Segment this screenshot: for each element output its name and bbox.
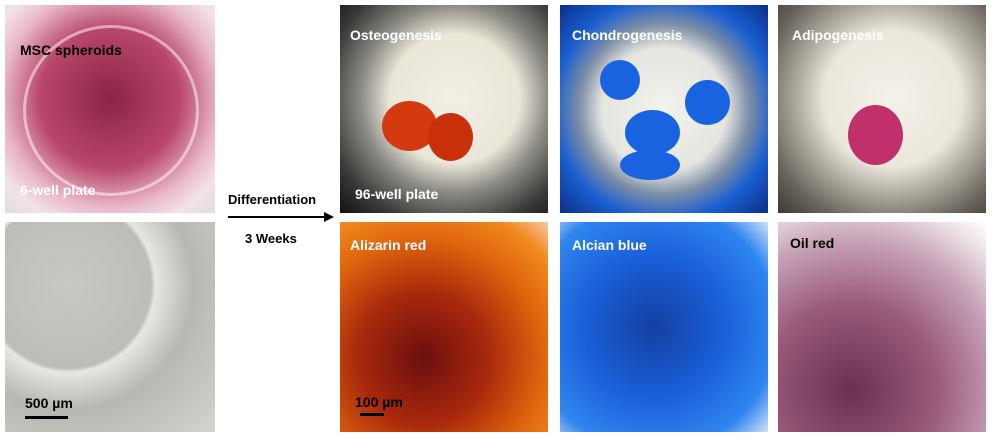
scale-bar-label: 500 µm <box>25 395 73 411</box>
condition-name: Adipogenesis <box>792 27 884 43</box>
alcian-micrograph <box>560 222 768 432</box>
adipo-well-photo <box>778 5 986 213</box>
dish-label: MSC spheroids <box>20 42 122 58</box>
pellet <box>600 60 640 100</box>
stain-name: Alizarin red <box>350 237 427 253</box>
plate-label: 6-well plate <box>20 182 96 198</box>
stain-name: Alcian blue <box>572 237 647 253</box>
pellet <box>625 110 680 155</box>
scale-bar-label: 100 µm <box>355 394 403 410</box>
six-well-photo <box>5 5 215 213</box>
alizarin-micrograph <box>340 222 548 432</box>
arrow <box>228 212 334 222</box>
scale-bar <box>360 413 384 416</box>
pellet <box>685 80 730 125</box>
arrow-label: Differentiation <box>228 192 317 207</box>
pellet <box>382 101 437 151</box>
condition-name: Chondrogenesis <box>572 27 683 43</box>
scale-bar <box>25 416 68 419</box>
oilred-micrograph <box>778 222 986 432</box>
osteo-well-photo <box>340 5 548 213</box>
pellet <box>428 113 473 161</box>
plate-label: 96-well plate <box>355 186 439 202</box>
spheroid-micrograph <box>5 222 215 432</box>
chondro-well-photo <box>560 5 768 213</box>
stain-name: Oil red <box>790 235 835 251</box>
pellet <box>620 150 680 180</box>
condition-name: Osteogenesis <box>350 27 442 43</box>
arrow-duration: 3 Weeks <box>245 231 297 246</box>
dish-rim <box>23 25 199 196</box>
pellet <box>848 105 903 165</box>
